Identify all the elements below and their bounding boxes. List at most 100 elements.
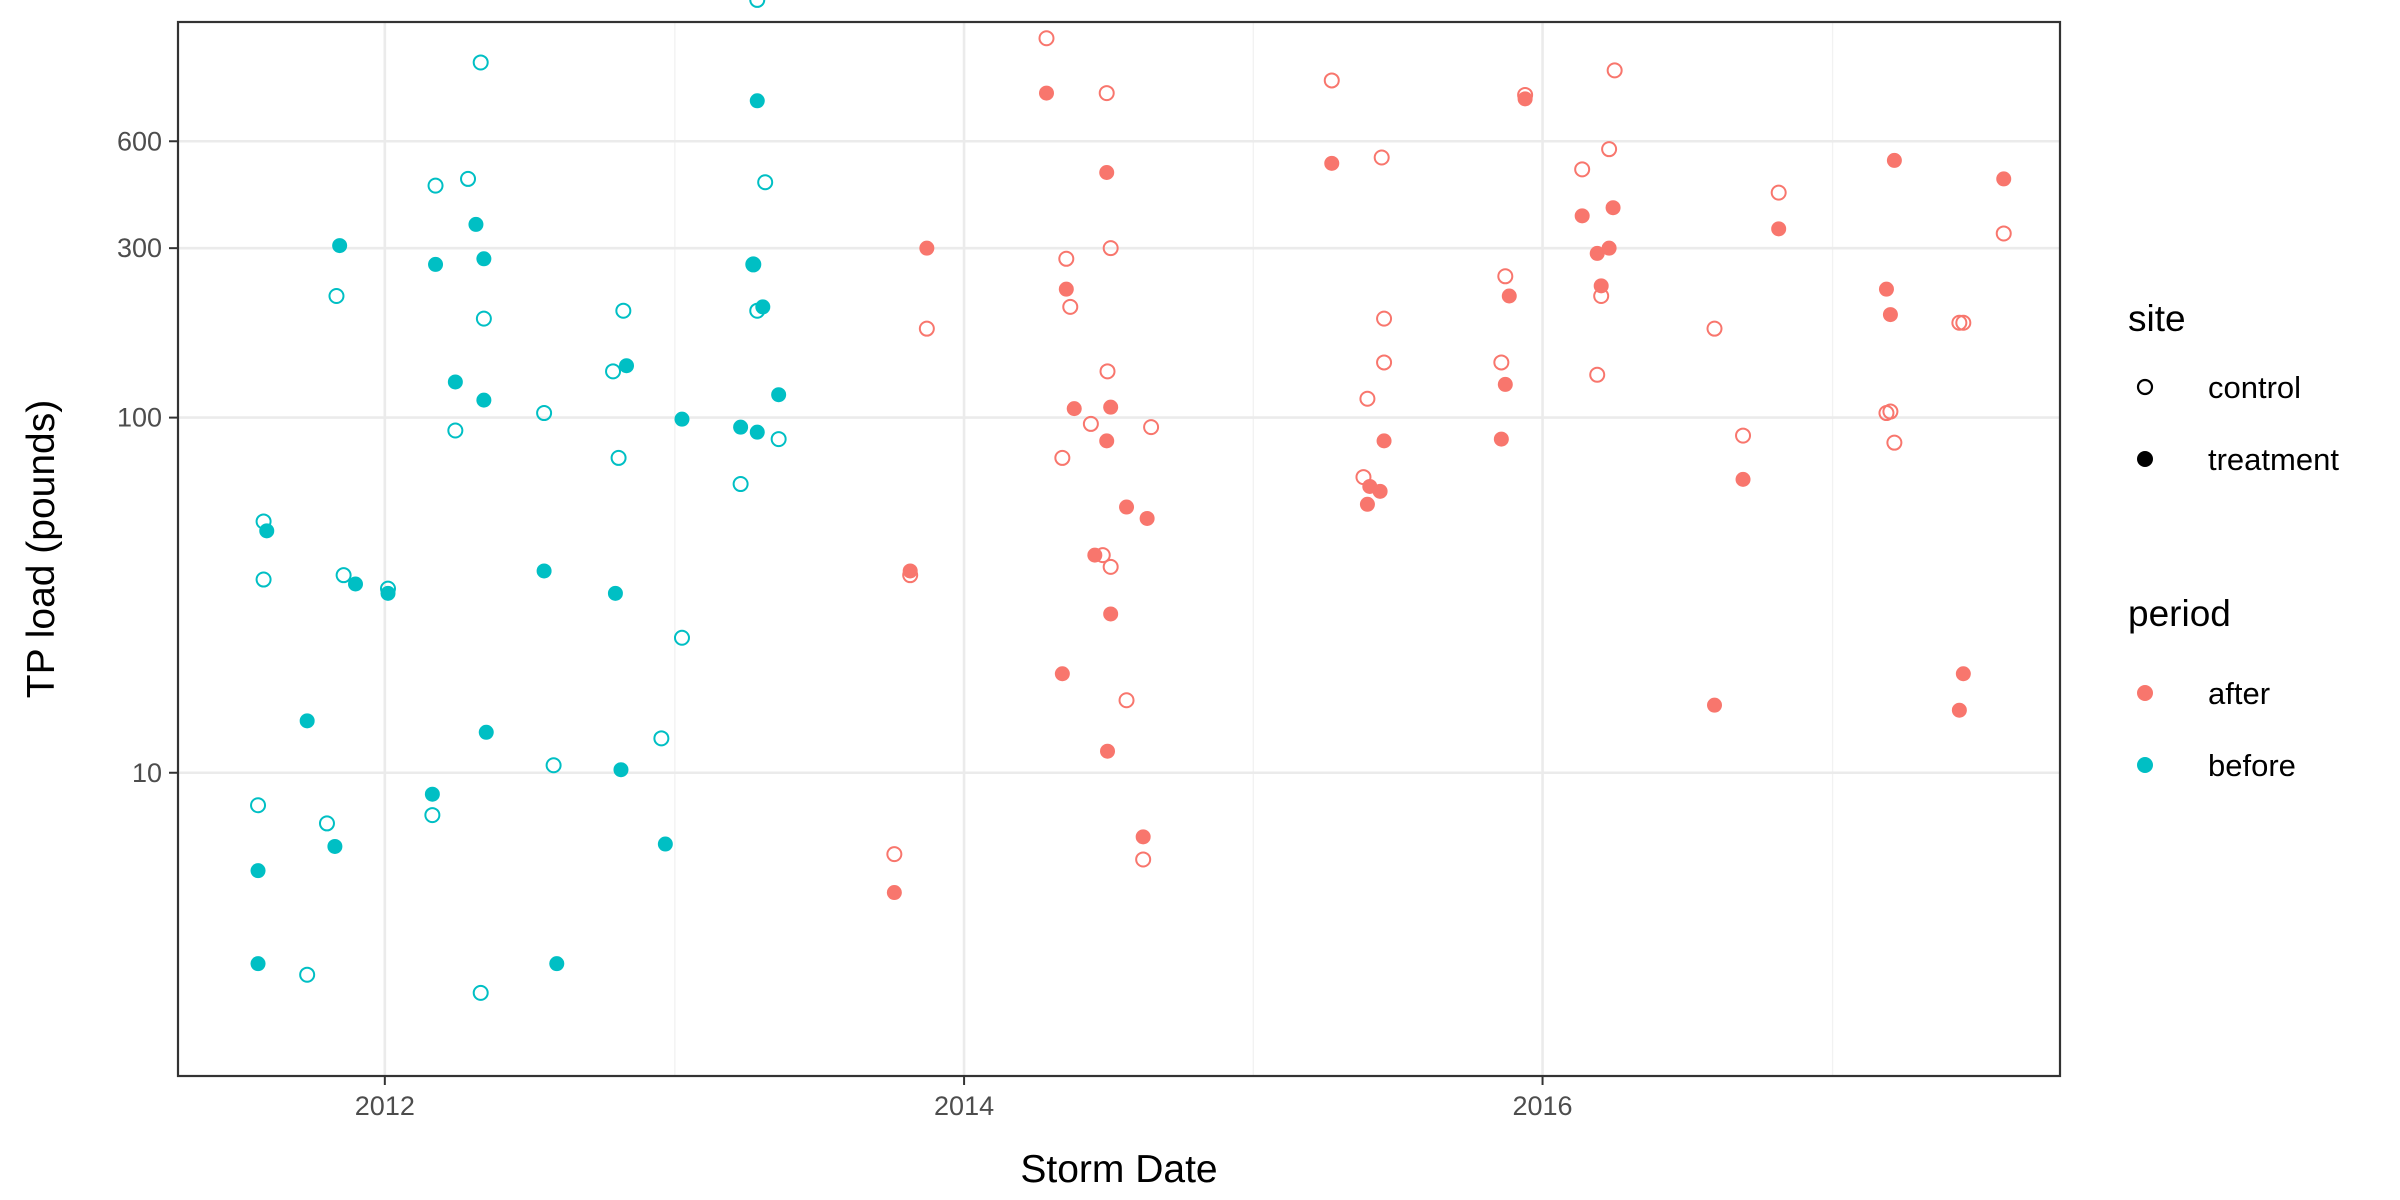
point-treatment-before [749,93,765,109]
data-points [250,0,2012,1001]
point-treatment-before [607,585,623,601]
point-control-before [749,0,766,8]
point-treatment-after [1119,499,1135,515]
point-treatment-before [613,762,629,778]
point-treatment-after [902,563,918,579]
point-control-after [1706,320,1723,337]
y-tick-label: 10 [132,758,162,788]
point-control-before [605,363,622,380]
point-control-before [770,431,787,448]
point-treatment-after [1735,471,1751,487]
point-control-before [472,54,489,71]
legend-label-treatment: treatment [2208,442,2339,477]
point-treatment-after [886,885,902,901]
point-treatment-before [476,251,492,267]
point-control-after [1886,434,1903,451]
x-axis-title: Storm Date [1020,1148,1217,1191]
legend-period-title: period [2128,593,2231,634]
point-treatment-after [1996,171,2012,187]
point-treatment-after [1574,208,1590,224]
point-treatment-before [749,424,765,440]
point-treatment-before [733,419,749,435]
point-control-before [615,302,632,319]
point-control-after [1606,62,1623,79]
point-treatment-before [755,299,771,315]
point-control-after [1135,851,1152,868]
legend-key-before [2137,757,2153,773]
point-control-after [1054,449,1071,466]
point-control-after [886,846,903,863]
point-control-after [1735,427,1752,444]
point-control-after [1102,558,1119,575]
point-treatment-after [1601,240,1617,256]
point-control-before [460,170,477,187]
point-control-before [673,629,690,646]
y-tick-label: 300 [117,233,162,263]
point-control-after [1493,354,1510,371]
point-treatment-before [536,563,552,579]
point-treatment-before [619,358,635,374]
point-control-after [1373,149,1390,166]
y-tick-label: 100 [117,403,162,433]
point-treatment-after [1605,200,1621,216]
point-treatment-before [250,863,266,879]
point-treatment-after [1324,155,1340,171]
point-treatment-before [549,956,565,972]
point-treatment-before [299,713,315,729]
point-treatment-after [1099,164,1115,180]
point-treatment-before [674,411,690,427]
point-control-after [1589,366,1606,383]
point-control-after [1038,30,1055,47]
point-treatment-before [745,256,761,272]
point-treatment-after [1103,399,1119,415]
point-treatment-after [1372,483,1388,499]
point-treatment-before [259,523,275,539]
point-control-after [1098,85,1115,102]
point-treatment-after [1103,606,1119,622]
point-control-before [318,815,335,832]
point-control-after [1955,314,1972,331]
point-treatment-before [478,724,494,740]
point-control-before [475,310,492,327]
point-control-before [328,288,345,305]
point-control-before [424,807,441,824]
point-treatment-after [1087,547,1103,563]
point-control-before [472,984,489,1001]
legend-site: site control treatment [2128,298,2339,477]
point-treatment-after [919,240,935,256]
point-control-before [299,966,316,983]
point-treatment-before [428,256,444,272]
point-control-after [1143,419,1160,436]
point-control-before [427,177,444,194]
panel-background [178,22,2060,1076]
point-control-before [610,449,627,466]
point-control-before [255,571,272,588]
point-treatment-before [476,392,492,408]
grid [178,22,2060,1076]
legend-site-title: site [2128,298,2186,339]
y-axis-title: TP load (pounds) [20,400,63,698]
legend-key-treatment [2137,451,2153,467]
point-treatment-after [1951,702,1967,718]
point-treatment-before [657,836,673,852]
legend-key-control [2136,378,2154,396]
point-treatment-before [380,585,396,601]
point-control-after [1574,161,1591,178]
point-control-after [1323,72,1340,89]
point-control-before [545,757,562,774]
point-control-after [1951,314,1968,331]
point-treatment-before [424,786,440,802]
point-control-before [447,422,464,439]
point-control-after [1770,184,1787,201]
point-control-after [918,320,935,337]
point-control-before [335,567,352,584]
point-treatment-after [1593,278,1609,294]
point-treatment-before [327,838,343,854]
legend-period: period after before [2128,593,2296,783]
legend-key-after [2137,685,2153,701]
point-control-before [536,405,553,422]
point-treatment-after [1100,743,1116,759]
point-control-after [1995,225,2012,242]
point-treatment-after [1589,245,1605,261]
